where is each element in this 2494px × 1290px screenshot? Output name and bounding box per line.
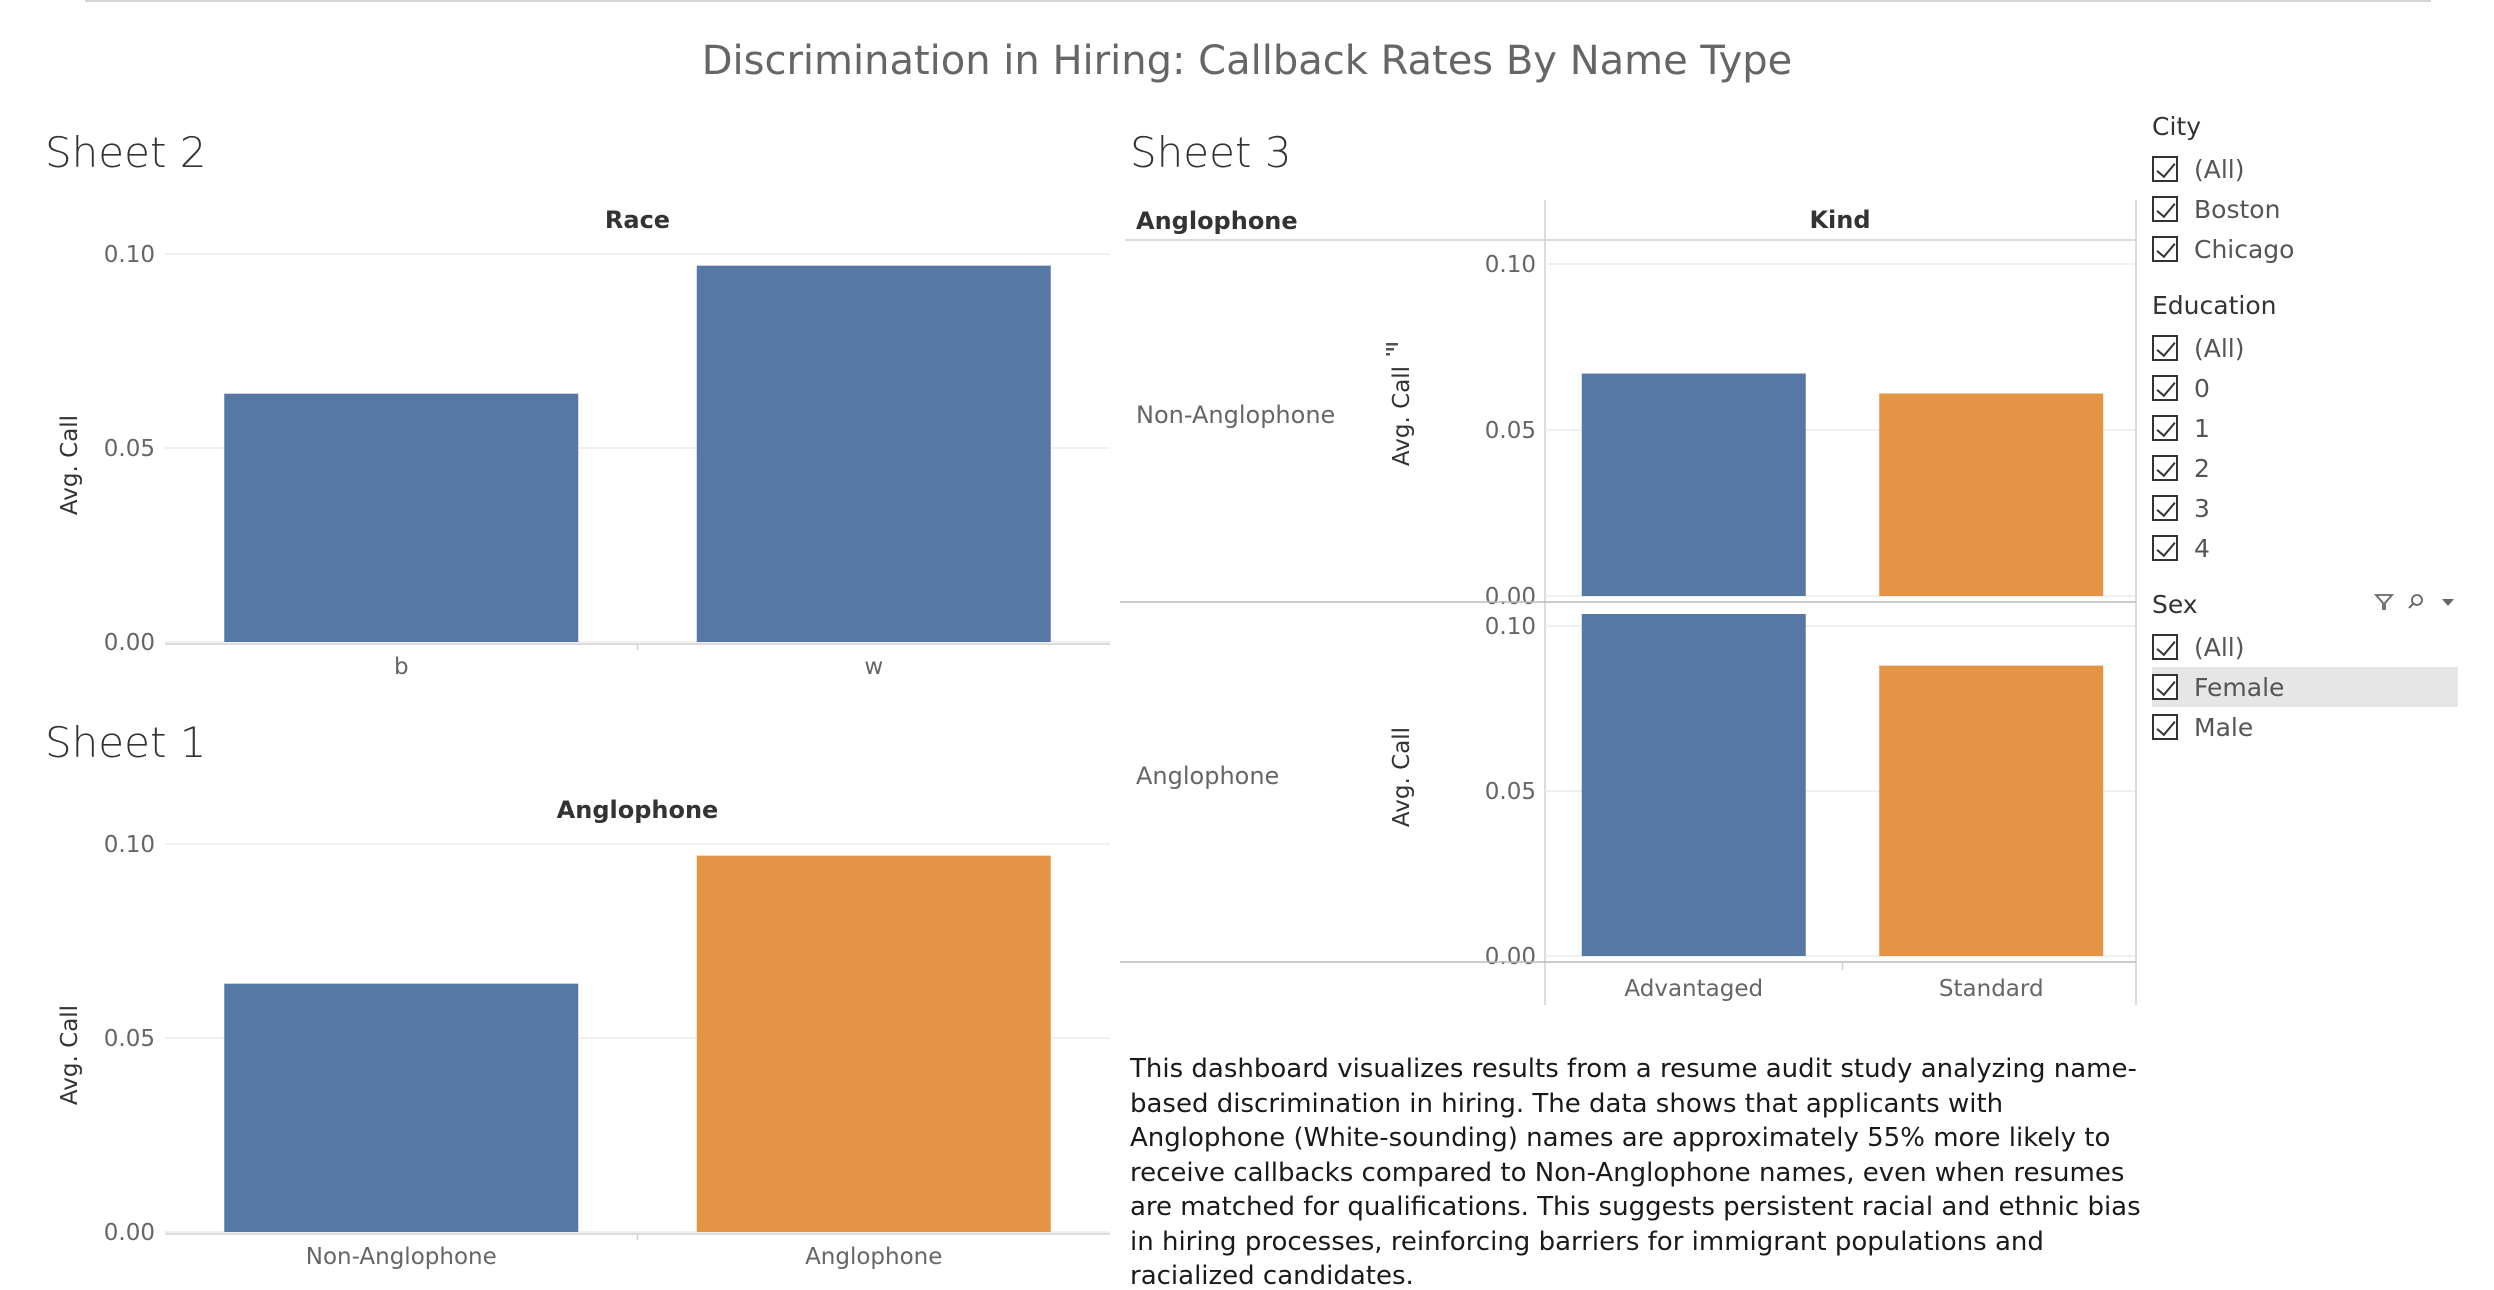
city-filter-option-label: (All) (2194, 154, 2245, 184)
education-filter-option-label: 3 (2194, 493, 2210, 523)
x-tick-label: b (394, 654, 409, 680)
y-tick-label: 0.05 (104, 436, 155, 462)
sex-filter-header: Sex (2152, 590, 2458, 619)
dashboard-title: Discrimination in Hiring: Callback Rates… (701, 38, 1793, 84)
bar[interactable] (696, 265, 1051, 642)
filter-icon[interactable] (2374, 592, 2394, 617)
education-filter-title: Education (2152, 291, 2277, 320)
sex-filter-option[interactable]: (All) (2152, 627, 2458, 667)
sex-filter-option-label: (All) (2194, 632, 2245, 662)
row-header-title: Anglophone (1136, 207, 1298, 235)
sheet2-chart[interactable]: Race 0.10 0.05 0.00 Avg. Call b w (0, 190, 1120, 700)
y-tick-label: 0.00 (1485, 944, 1536, 970)
y-tick-label: 0.00 (104, 630, 155, 656)
checkbox-checked-icon[interactable] (2152, 415, 2178, 441)
sex-filter-option[interactable]: Male (2152, 707, 2458, 747)
education-filter-option[interactable]: 2 (2152, 448, 2458, 488)
search-icon[interactable] (2406, 592, 2426, 617)
sort-icon-bar[interactable] (1386, 348, 1394, 351)
checkbox-checked-icon[interactable] (2152, 196, 2178, 222)
column-header: Race (605, 206, 670, 234)
checkbox-checked-icon[interactable] (2152, 714, 2178, 740)
x-tick-label: Anglophone (805, 1244, 942, 1270)
checkbox-checked-icon[interactable] (2152, 236, 2178, 262)
checkbox-checked-icon[interactable] (2152, 634, 2178, 660)
x-tick-label: Non-Anglophone (306, 1244, 497, 1270)
top-divider (85, 0, 2431, 2)
sex-filter-option[interactable]: Female (2152, 667, 2458, 707)
education-filter-option-label: (All) (2194, 333, 2245, 363)
education-filter-option[interactable]: 0 (2152, 368, 2458, 408)
y-tick-label: 0.05 (104, 1026, 155, 1052)
x-tick-label: Advantaged (1624, 976, 1763, 1002)
city-filter-option-label: Boston (2194, 194, 2281, 224)
education-filter-option[interactable]: 4 (2152, 528, 2458, 568)
x-tick-label: w (864, 654, 883, 680)
checkbox-checked-icon[interactable] (2152, 535, 2178, 561)
education-filter-option[interactable]: (All) (2152, 328, 2458, 368)
column-header: Kind (1809, 206, 1870, 234)
city-filter-list: (All) Boston Chicago (2152, 149, 2458, 269)
city-filter-title: City (2152, 112, 2201, 141)
checkbox-checked-icon[interactable] (2152, 455, 2178, 481)
checkbox-checked-icon[interactable] (2152, 156, 2178, 182)
y-axis-label: Avg. Call (57, 1005, 83, 1105)
y-tick-label: 0.10 (104, 242, 155, 268)
bar[interactable] (1581, 373, 1806, 596)
sheet3-chart[interactable]: Anglophone Kind Non-Anglophone Avg. Call 0.1… (1120, 190, 2150, 1020)
y-tick-label: 0.05 (1485, 418, 1536, 444)
column-header: Anglophone (557, 796, 719, 824)
sex-filter-title: Sex (2152, 590, 2198, 619)
y-tick-label: 0.00 (104, 1220, 155, 1246)
education-filter-option-label: 0 (2194, 373, 2210, 403)
sheet2-title: Sheet 2 (45, 128, 207, 177)
y-axis-label: Avg. Call (1389, 727, 1415, 827)
city-filter-option[interactable]: Chicago (2152, 229, 2458, 269)
education-filter-option[interactable]: 1 (2152, 408, 2458, 448)
y-tick-label: 0.10 (104, 832, 155, 858)
row-label: Non-Anglophone (1136, 401, 1335, 429)
city-filter-option[interactable]: Boston (2152, 189, 2458, 229)
y-tick-label: 0.00 (1485, 584, 1536, 610)
sort-icon-bar[interactable] (1386, 353, 1390, 356)
y-tick-label: 0.05 (1485, 779, 1536, 805)
education-filter-option[interactable]: 3 (2152, 488, 2458, 528)
sheet1-chart[interactable]: Anglophone 0.10 0.05 0.00 Avg. Call Non-Anglo… (0, 780, 1120, 1290)
sort-icon (1386, 343, 1398, 356)
checkbox-checked-icon[interactable] (2152, 674, 2178, 700)
filter-panel: City (All) Boston Chicago Education (All) 0… (2152, 112, 2458, 747)
bar[interactable] (1879, 393, 2104, 596)
education-filter-option-label: 1 (2194, 413, 2210, 443)
y-tick-label: 0.10 (1485, 252, 1536, 278)
sex-filter-option-label: Female (2194, 672, 2285, 702)
checkbox-checked-icon[interactable] (2152, 335, 2178, 361)
bar[interactable] (224, 983, 579, 1232)
sex-filter-tools (2374, 592, 2458, 617)
education-filter-option-label: 4 (2194, 533, 2210, 563)
education-filter-list: (All) 0 1 2 3 4 (2152, 328, 2458, 568)
education-filter-option-label: 2 (2194, 453, 2210, 483)
bar[interactable] (224, 393, 579, 642)
checkbox-checked-icon[interactable] (2152, 375, 2178, 401)
x-tick-label: Standard (1939, 976, 2044, 1002)
sheet1-title: Sheet 1 (45, 718, 207, 767)
bar[interactable] (1581, 614, 1806, 956)
sheet3-title: Sheet 3 (1130, 128, 1292, 177)
row-label: Anglophone (1136, 762, 1279, 790)
y-axis-label: Avg. Call (1389, 366, 1415, 466)
city-filter-option-label: Chicago (2194, 234, 2295, 264)
dropdown-icon[interactable] (2438, 592, 2458, 617)
bar[interactable] (696, 855, 1051, 1232)
sex-filter-option-label: Male (2194, 712, 2254, 742)
dashboard-description: This dashboard visualizes results from a… (1130, 1054, 2141, 1290)
y-tick-label: 0.10 (1485, 614, 1536, 640)
checkbox-checked-icon[interactable] (2152, 495, 2178, 521)
city-filter-option[interactable]: (All) (2152, 149, 2458, 189)
bar[interactable] (1879, 665, 2104, 956)
y-axis-label: Avg. Call (57, 415, 83, 515)
sort-icon-bar[interactable] (1386, 343, 1398, 346)
sex-filter-list: (All) Female Male (2152, 627, 2458, 747)
